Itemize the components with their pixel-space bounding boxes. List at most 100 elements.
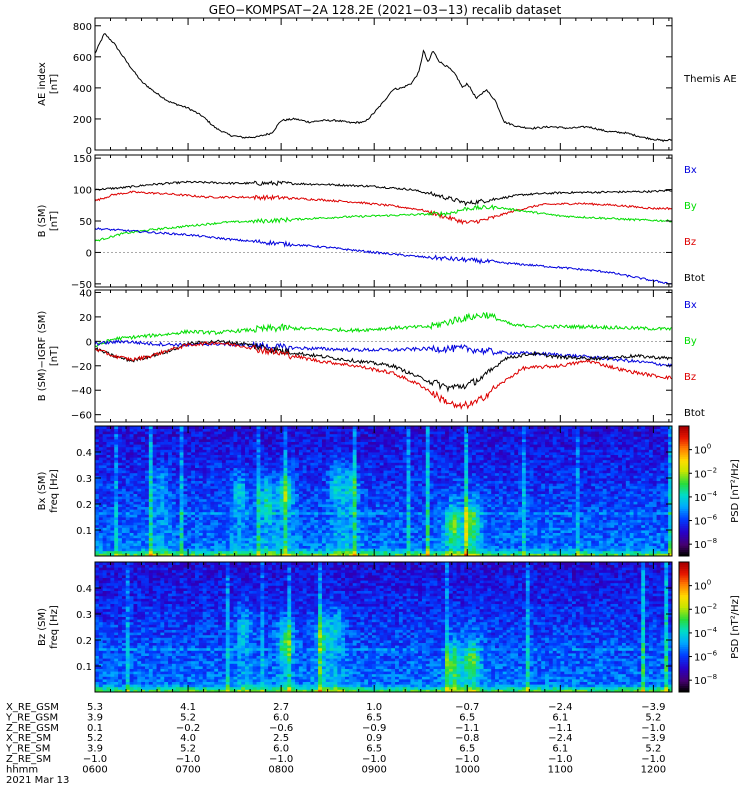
spectrogram-cell [448,504,454,507]
spectrogram-cell [318,496,323,500]
spectrogram-cell [141,444,146,448]
spectrogram-cell [137,501,142,505]
spectrogram-cell [245,535,250,539]
spectrogram-cell [141,426,146,429]
spectrogram-cell [406,496,411,500]
spectrogram-cell [418,436,423,440]
spectrogram-cell [333,537,338,541]
spectrogram-cell [98,522,104,526]
spectrogram-cell [171,540,177,544]
spectrogram-cell [237,470,242,474]
spectrogram-cell [121,488,127,492]
spectrogram-cell [95,439,100,442]
spectrogram-cell [114,454,119,458]
spectrogram-cell [306,439,311,442]
spectrogram-cell [125,488,131,492]
spectrogram-cell [406,506,411,510]
spectrogram-cell [337,553,342,557]
spectrogram-cell [433,452,438,455]
spectrogram-cell [279,532,284,536]
spectrogram-cell [283,462,288,466]
spectrogram-cell [248,517,254,520]
spectrogram-cell [137,467,142,471]
spectrogram-cell [106,470,111,474]
spectrogram-cell [152,543,157,546]
spectrogram-cell [241,452,246,455]
spectrogram-cell [225,532,231,536]
spectrogram-cell [198,532,204,536]
spectrogram-cell [298,493,304,497]
spectrogram-cell [106,428,111,432]
spectrogram-cell [198,537,204,541]
spectrogram-cell [229,465,234,468]
spectrogram-cell [321,446,327,450]
spectrogram-cell [364,511,369,515]
spectrogram-cell [298,441,304,445]
spectrogram-cell [395,459,400,463]
spectrogram-cell [152,517,157,520]
spectrogram-cell [118,530,123,533]
spectrogram-cell [260,527,265,531]
spectrogram-cell [210,441,215,445]
spectrogram-cell [229,470,234,474]
spectrogram-cell [321,545,327,549]
spectrogram-cell [179,454,184,458]
spectrogram-cell [348,501,354,505]
spectrogram-cell [452,475,457,479]
spectrogram-cell [352,519,357,523]
spectrogram-cell [156,452,161,455]
spectrogram-cell [287,530,292,533]
spectrogram-cell [121,548,127,552]
spectrogram-cell [433,498,438,502]
spectrogram-cell [114,498,119,502]
spectrogram-cell [187,441,192,445]
spectrogram-cell [164,475,169,479]
spectrogram-cell [229,514,234,518]
spectrogram-cell [164,506,169,510]
spectrogram-cell [218,491,223,494]
spectrogram-cell [106,545,111,549]
spectrogram-cell [341,475,346,479]
spectrogram-cell [406,553,411,557]
spectrogram-cell [118,431,123,435]
spectrogram-cell [364,522,369,526]
spectrogram-cell [102,491,107,494]
spectrogram-cell [341,540,346,544]
spectrogram-cell [98,483,104,487]
spectrogram-cell [414,540,419,544]
spectrogram-cell [437,524,442,528]
spectrogram-cell [95,433,100,437]
spectrogram-cell [445,540,450,544]
spectrogram-cell [233,480,238,484]
spectrogram-cell [414,535,419,539]
spectrogram-cell [183,433,188,437]
spectrogram-cell [364,439,369,442]
spectrogram-cell [237,431,242,435]
spectrogram-cell [102,540,107,544]
spectrogram-cell [152,491,157,494]
spectrogram-cell [333,550,338,554]
spectrogram-cell [348,504,354,507]
spectrogram-cell [314,436,319,440]
spectrogram-cell [314,545,319,549]
spectrogram-cell [179,498,184,502]
spectrogram-cell [333,527,338,531]
spectrogram-cell [206,428,211,432]
spectrogram-cell [360,501,365,505]
spectrogram-cell [168,454,173,458]
spectrogram-cell [145,433,150,437]
spectrogram-cell [410,470,415,474]
spectrogram-cell [179,428,184,432]
spectrogram-cell [260,504,265,507]
spectrogram-cell [145,543,150,546]
spectrogram-cell [352,511,357,515]
spectrogram-cell [318,485,323,489]
spectrogram-cell [237,509,242,513]
spectrogram-cell [248,428,254,432]
spectrogram-cell [295,545,300,549]
spectrogram-cell [295,439,300,442]
spectrogram-cell [148,548,154,552]
spectrogram-cell [171,498,177,502]
spectrogram-cell [264,509,269,513]
spectrogram-cell [183,496,188,500]
